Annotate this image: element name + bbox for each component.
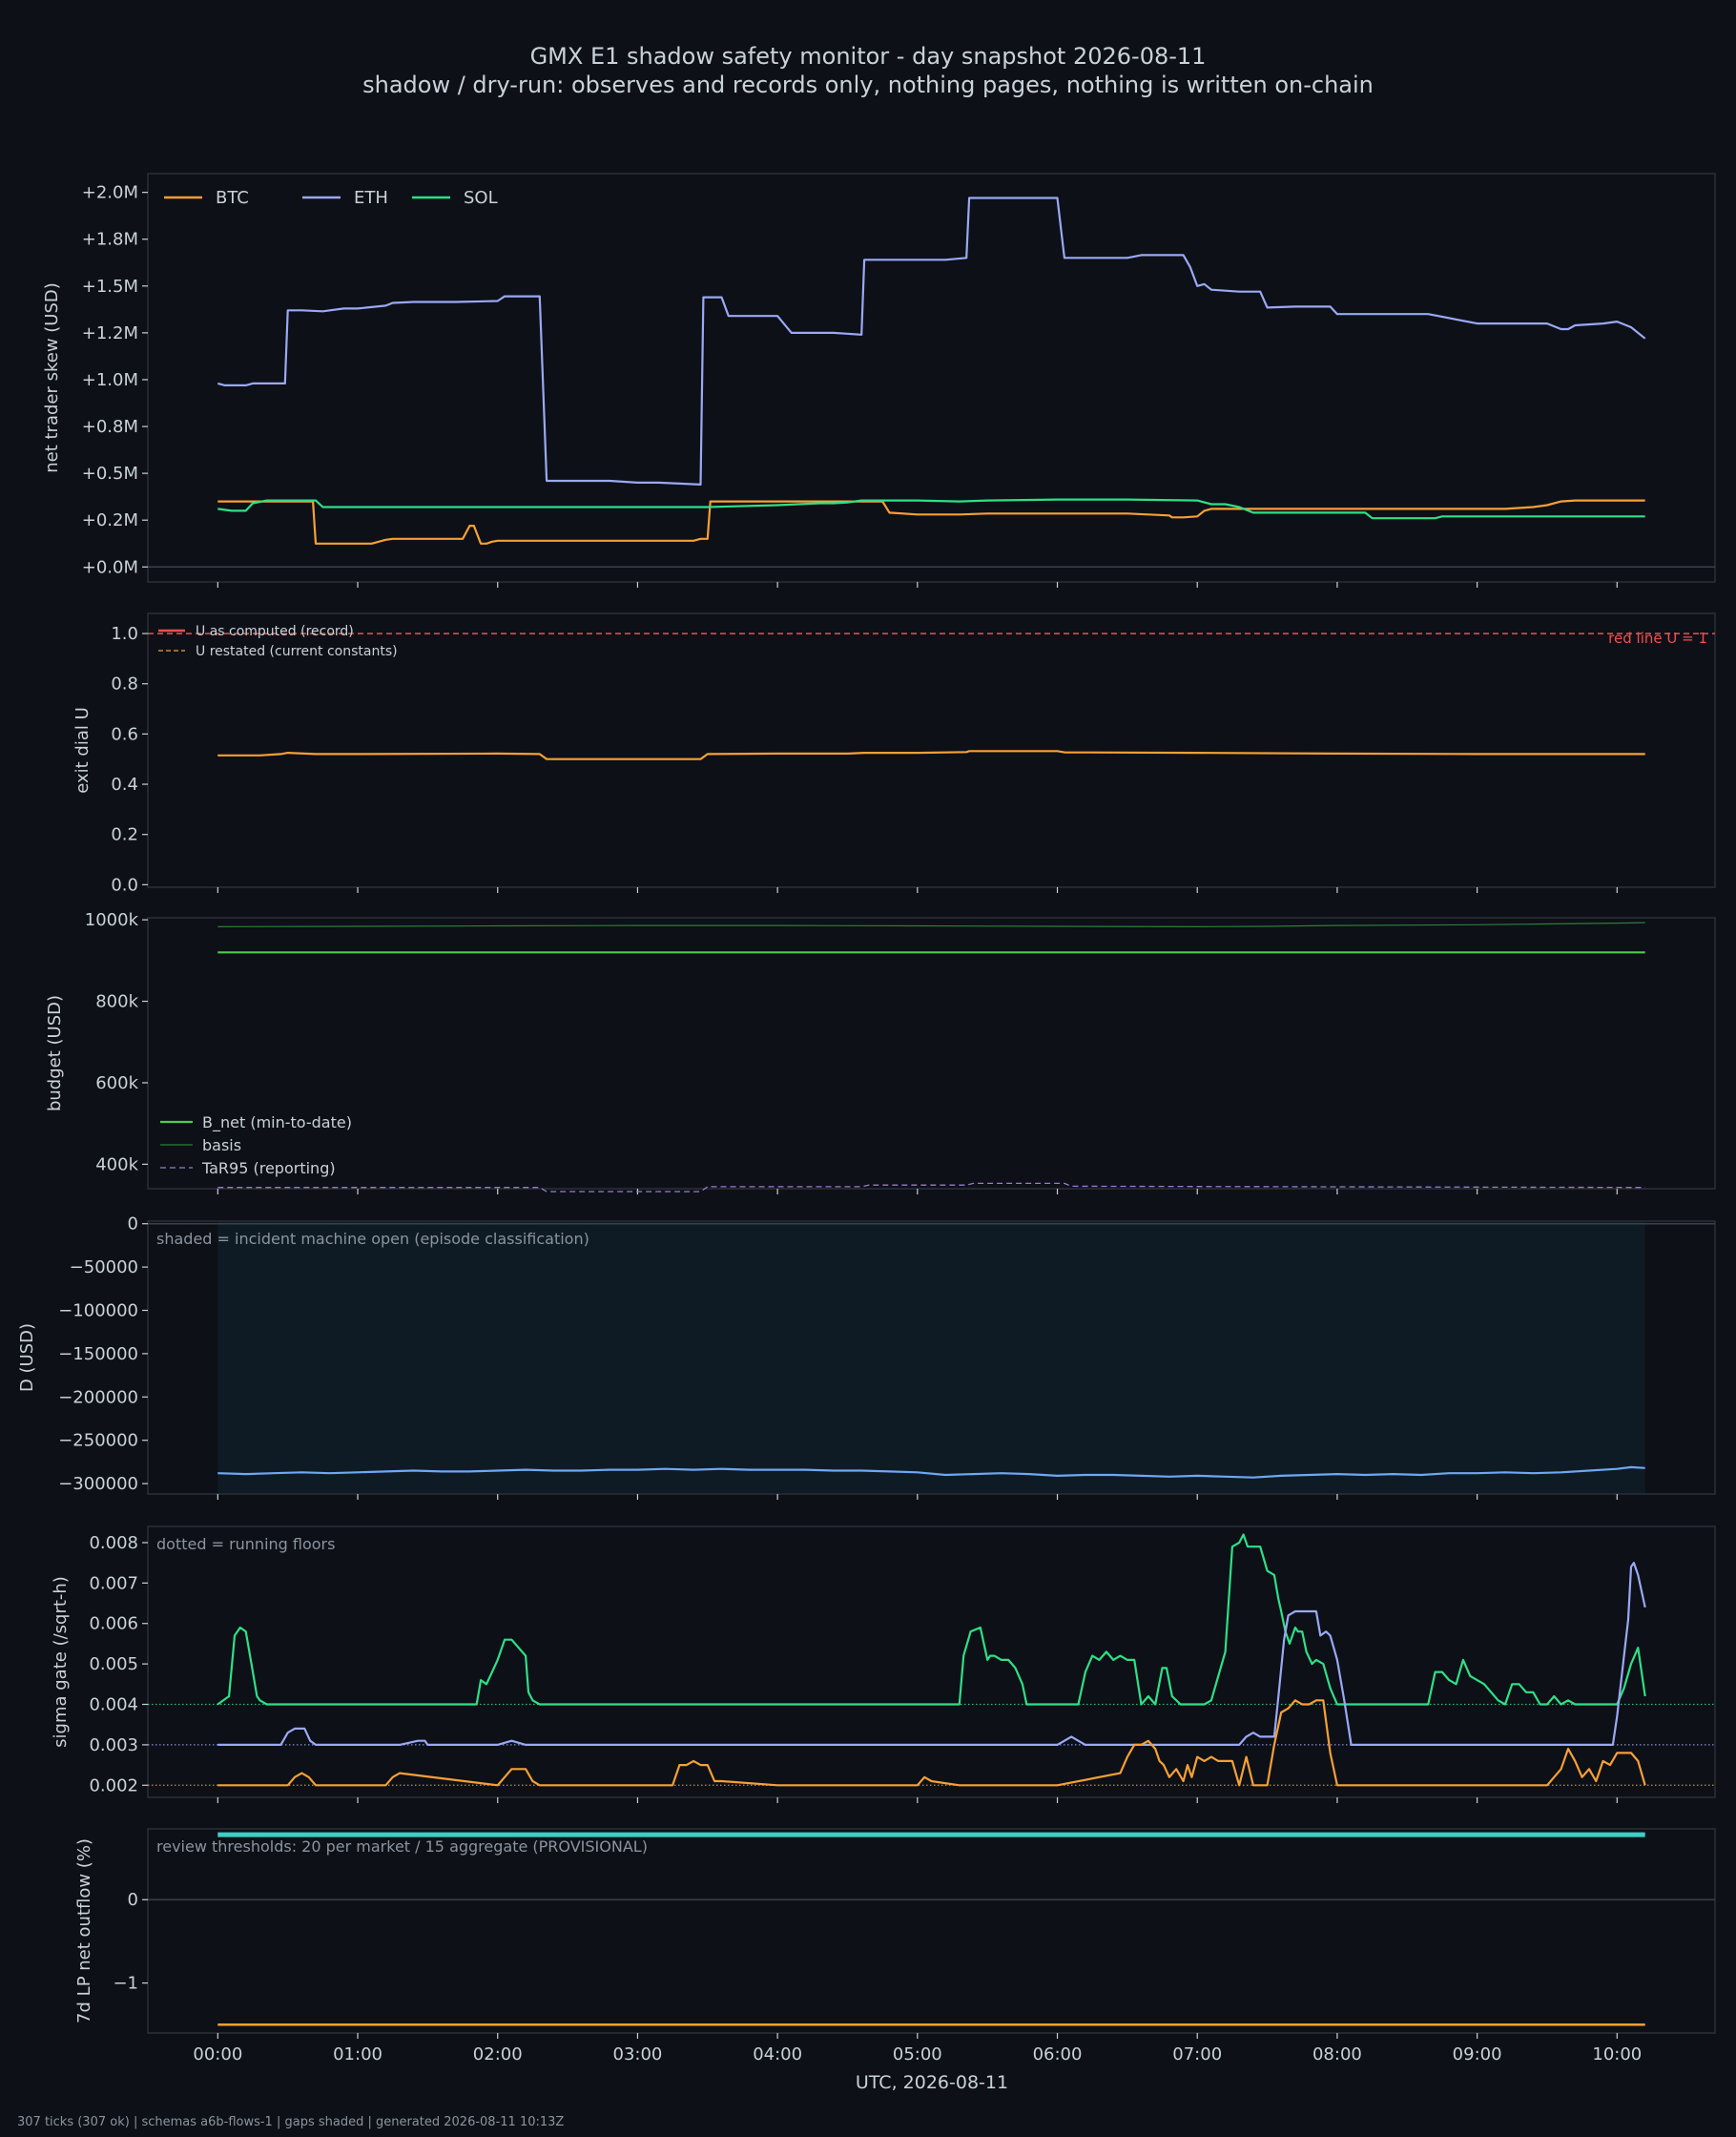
legend-label: SOL <box>464 188 498 208</box>
x-tick-label: 06:00 <box>1033 2044 1083 2064</box>
series-eth <box>217 197 1646 486</box>
panel-exit_dial: red line U = 1 0.0 0.2 0.4 0.6 0.8 1.0 exit dia… <box>72 612 1716 895</box>
panel-sigma_gate: 0.002 0.003 0.004 0.005 0.006 0.007 0.008 sigma… <box>51 1525 1716 1803</box>
figure-subtitle: shadow / dry-run: observes and records o… <box>362 72 1374 98</box>
panel-budget: 400k 600k 800k 1000k budget (USD) B_net (min-… <box>45 910 1716 1194</box>
y-tick-label: 0.008 <box>89 1533 138 1553</box>
series-d <box>217 1465 1645 1479</box>
panel-annotation: shaded = incident machine open (episode … <box>156 1230 589 1248</box>
x-tick-label: 10:00 <box>1592 2044 1642 2064</box>
y-tick-label: 0.005 <box>89 1654 138 1674</box>
y-tick-label: −100000 <box>58 1301 138 1321</box>
legend-label: B_net (min-to-date) <box>202 1113 352 1132</box>
y-tick-label: 400k <box>95 1154 138 1174</box>
x-tick-label: 02:00 <box>473 2044 523 2064</box>
x-axis-label: UTC, 2026-08-11 <box>856 2072 1008 2093</box>
x-tick-label: 07:00 <box>1172 2044 1222 2064</box>
y-tick-label: 0 <box>128 1214 138 1234</box>
series-basis <box>217 922 1645 928</box>
series-eth <box>217 1561 1646 1747</box>
y-tick-label: 0.007 <box>89 1573 138 1593</box>
panel-frame <box>147 1525 1716 1798</box>
y-tick-label: +0.8M <box>82 417 138 437</box>
legend-label: basis <box>202 1136 241 1154</box>
y-tick-label: 0.0 <box>111 875 138 895</box>
y-axis-label: D (USD) <box>17 1323 37 1392</box>
y-axis-label: sigma gate (/sqrt-h) <box>51 1576 71 1748</box>
panel-frame <box>147 1828 1716 2034</box>
y-tick-label: +1.5M <box>82 277 138 297</box>
y-tick-label: −200000 <box>58 1387 138 1407</box>
panel-skew: +0.0M +0.2M +0.5M +0.8M +1.0M +1.2M +1.5M +1.8M… <box>42 173 1716 588</box>
incident-shade <box>217 1222 1645 1493</box>
x-tick-label: 00:00 <box>193 2044 242 2064</box>
y-axis-label: exit dial U <box>72 707 93 794</box>
y-tick-label: 0.2 <box>111 825 138 845</box>
series-sol <box>217 1533 1646 1706</box>
panel-frame <box>147 173 1716 583</box>
y-tick-label: 800k <box>95 992 138 1012</box>
series-sol <box>217 498 1645 520</box>
x-tick-label: 05:00 <box>893 2044 942 2064</box>
y-tick-label: −150000 <box>58 1344 138 1364</box>
chart-panels: +0.0M +0.2M +0.5M +0.8M +1.0M +1.2M +1.5M +1.8M… <box>17 173 1716 2064</box>
y-tick-label: 600k <box>95 1073 138 1093</box>
y-tick-label: +1.8M <box>82 230 138 250</box>
y-tick-label: +1.0M <box>82 370 138 390</box>
y-tick-label: 1.0 <box>111 624 138 644</box>
y-tick-label: 0.6 <box>111 724 138 744</box>
red-line-label: red line U = 1 <box>1608 630 1707 647</box>
y-tick-label: 0.002 <box>89 1775 138 1795</box>
legend-label: ETH <box>354 188 388 208</box>
y-axis-label: 7d LP net outflow (%) <box>74 1838 94 2023</box>
x-tick-label: 09:00 <box>1453 2044 1502 2064</box>
y-tick-label: +0.5M <box>82 464 138 484</box>
x-tick-label: 08:00 <box>1312 2044 1362 2064</box>
y-axis-label: net trader skew (USD) <box>42 282 62 473</box>
y-tick-label: +2.0M <box>82 183 138 203</box>
y-tick-label: 0 <box>128 1890 138 1910</box>
series-tar95-reporting- <box>217 1182 1645 1193</box>
figure-title: GMX E1 shadow safety monitor - day snaps… <box>530 43 1207 70</box>
panel-frame <box>147 917 1716 1190</box>
y-tick-label: −250000 <box>58 1431 138 1451</box>
y-tick-label: 0.004 <box>89 1695 138 1715</box>
y-axis-label: budget (USD) <box>45 995 65 1111</box>
series-u-restated-current-constants- <box>217 750 1645 760</box>
series-btc <box>217 1699 1646 1787</box>
y-tick-label: 0.003 <box>89 1735 138 1755</box>
y-tick-label: 1000k <box>85 910 139 930</box>
panel-annotation: review thresholds: 20 per market / 15 ag… <box>156 1837 648 1856</box>
y-tick-label: −50000 <box>70 1257 138 1277</box>
x-tick-label: 04:00 <box>753 2044 802 2064</box>
y-tick-label: +1.2M <box>82 323 138 343</box>
y-tick-label: 0.4 <box>111 775 138 795</box>
y-tick-label: +0.2M <box>82 510 138 530</box>
panel-annotation: dotted = running floors <box>156 1535 335 1553</box>
panel-frame <box>147 612 1716 888</box>
legend-label: BTC <box>216 188 249 208</box>
x-tick-label: 01:00 <box>333 2044 382 2064</box>
legend-label: TaR95 (reporting) <box>201 1159 336 1177</box>
y-tick-label: +0.0M <box>82 557 138 577</box>
y-tick-label: 0.8 <box>111 674 138 695</box>
panel-drawdown: 0 −50000 −100000 −150000 −200000 −250000 −3000… <box>17 1214 1716 1500</box>
y-tick-label: 0.006 <box>89 1614 138 1634</box>
panel-lp_outflow: −1 0 00:00 01:00 02:00 03:00 04:00 05:00 06:00 07… <box>74 1828 1716 2064</box>
x-tick-label: 03:00 <box>613 2044 663 2064</box>
legend-label: U as computed (record) <box>196 624 354 639</box>
y-tick-label: −300000 <box>58 1474 138 1494</box>
legend-label: U restated (current constants) <box>196 644 398 659</box>
footer-status: 307 ticks (307 ok) | schemas a6b-flows-1… <box>17 2115 564 2129</box>
y-tick-label: −1 <box>113 1974 138 1994</box>
